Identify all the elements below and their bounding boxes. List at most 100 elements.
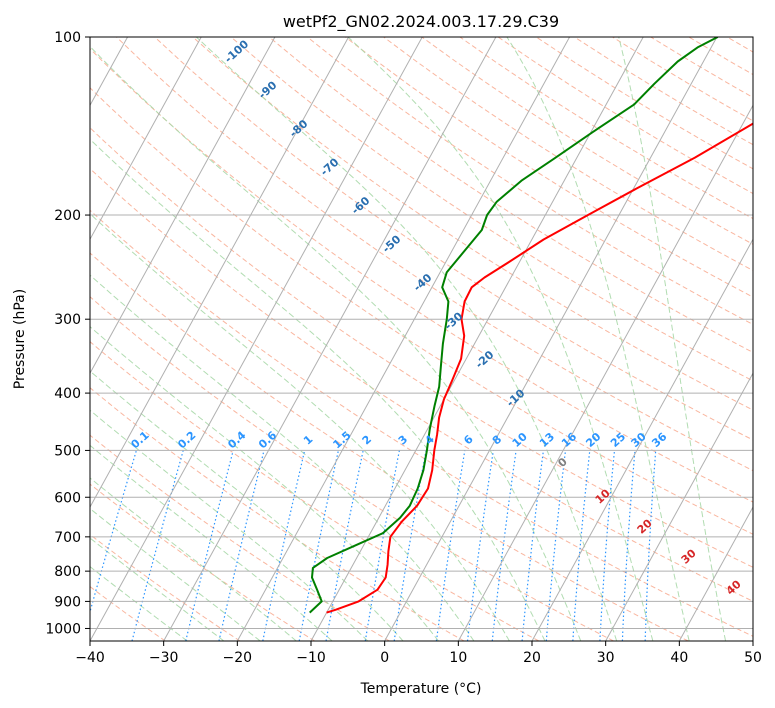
isotherm-line <box>531 238 753 641</box>
moist-adiabat-line <box>90 325 439 641</box>
isotherm-label: -80 <box>287 117 311 140</box>
mixing-ratio-line <box>466 450 494 641</box>
mixing-ratio-line <box>545 450 567 641</box>
moist-adiabat-line <box>90 45 582 641</box>
y-tick-label: 500 <box>54 443 81 459</box>
dry-adiabat-line <box>90 533 241 641</box>
dry-adiabat-line <box>90 252 689 641</box>
temperature-profile-line <box>326 122 753 614</box>
mixing-ratio-label: 6 <box>461 432 476 447</box>
x-tick-label: 10 <box>449 650 467 666</box>
moist-adiabat-line <box>347 37 654 641</box>
isotherm-label: -60 <box>349 194 373 217</box>
x-tick-label: 40 <box>670 650 688 666</box>
y-tick-label: 300 <box>54 312 81 328</box>
isotherm-label: -50 <box>380 232 404 255</box>
moist-adiabat-label: 0 <box>555 455 570 470</box>
y-axis: 100 200 300 400 500 600 700 800 900 1000 <box>45 30 90 637</box>
isotherm-label: -40 <box>411 271 435 294</box>
isotherm-label: -90 <box>256 78 280 101</box>
moist-adiabats <box>90 37 727 641</box>
y-tick-label: 400 <box>54 386 81 402</box>
x-tick-label: 30 <box>597 650 615 666</box>
dry-adiabat-line <box>90 47 753 503</box>
y-tick-label: 800 <box>54 564 81 580</box>
x-axis: −40 −30 −20 −10 0 10 20 30 40 50 <box>75 641 762 666</box>
x-tick-label: 20 <box>523 650 541 666</box>
y-tick-label: 600 <box>54 490 81 506</box>
moist-adiabat-line <box>90 477 297 641</box>
isotherm-line <box>752 639 753 641</box>
mixing-ratio-label: 1.5 <box>330 429 353 452</box>
dry-adiabat-line <box>345 37 753 298</box>
isotherms <box>90 37 753 641</box>
isotherm-line <box>163 37 497 641</box>
y-tick-label: 900 <box>54 594 81 610</box>
dry-adiabat-line <box>90 434 390 641</box>
isotherm-line <box>90 37 202 241</box>
x-tick-label: 50 <box>744 650 762 666</box>
dry-adiabat-line <box>726 37 753 53</box>
dry-adiabat-line <box>765 37 775 641</box>
mixing-ratio-line <box>435 450 466 641</box>
x-tick-label: −40 <box>75 650 105 666</box>
moist-adiabat-line <box>90 537 225 641</box>
isotherm-label: -20 <box>473 348 497 371</box>
mixing-ratio-line <box>185 450 234 641</box>
mixing-ratio-label: 2 <box>360 433 374 448</box>
mixing-ratio-label: 3 <box>396 433 410 448</box>
mixing-ratio-line <box>218 450 265 641</box>
isotherm-line <box>310 37 644 641</box>
mixing-ratio-label: 25 <box>608 430 628 450</box>
x-tick-label: −20 <box>223 650 253 666</box>
moist-adiabat-line <box>90 213 510 641</box>
isotherm-line <box>605 372 753 641</box>
isotherm-line <box>236 37 571 641</box>
dry-adiabat-line <box>268 37 753 353</box>
dry-adiabat-line <box>383 37 753 272</box>
pressure-gridlines <box>90 37 753 629</box>
y-tick-label: 700 <box>54 530 81 546</box>
isotherm-line <box>90 37 423 641</box>
plot-area: -100-90-80-70-60-50-40-30-20-100.1 0.2 0.4… <box>90 37 775 641</box>
moist-adiabat-line <box>618 37 727 641</box>
moist-adiabat-line <box>90 274 475 641</box>
mixing-ratio-label: 0.1 <box>128 429 151 452</box>
dry-adiabat-line <box>154 37 753 441</box>
dry-adiabat-line <box>612 37 753 122</box>
mixing-ratio-label: 10 <box>510 430 530 450</box>
dry-adiabat-line <box>116 37 753 472</box>
x-tick-label: 0 <box>380 650 389 666</box>
mixing-ratio-line <box>90 450 137 614</box>
mixing-ratio-line <box>262 450 306 641</box>
plot-frame <box>89 36 754 642</box>
moist-adiabat-line <box>195 37 618 641</box>
moist-adiabat-line <box>90 566 188 641</box>
isotherm-line <box>384 37 718 641</box>
chart-title: wetPf2_GN02.2024.003.17.29.C39 <box>283 12 559 32</box>
y-axis-label: Pressure (hPa) <box>12 289 28 389</box>
moist-adiabat-label: 30 <box>679 546 699 566</box>
profile-series <box>309 37 753 614</box>
dry-adiabat-line <box>90 87 753 535</box>
mixing-ratio-line <box>364 450 400 641</box>
dry-adiabat-line <box>230 37 753 382</box>
mixing-ratio-line <box>491 450 517 641</box>
mixing-ratio-line <box>621 450 636 641</box>
moist-adiabat-line <box>90 507 261 641</box>
moist-adiabat-label: 10 <box>593 486 613 506</box>
isotherm-label: -10 <box>504 386 528 409</box>
dry-adiabat-line <box>90 127 753 568</box>
mixing-ratio-label: 36 <box>649 430 669 450</box>
mixing-ratio-line <box>521 450 544 641</box>
dewpoint-profile-line <box>309 37 719 614</box>
mixing-ratio-label: 1 <box>301 433 315 448</box>
mixing-ratio-label: 0.4 <box>225 428 248 451</box>
mixing-ratio-line <box>393 450 427 641</box>
dry-adiabat-line <box>90 209 753 637</box>
y-tick-label: 200 <box>54 208 81 224</box>
dry-adiabat-line <box>306 37 753 326</box>
mixing-ratio-label: 13 <box>537 430 557 450</box>
moist-adiabat-line <box>90 409 369 641</box>
